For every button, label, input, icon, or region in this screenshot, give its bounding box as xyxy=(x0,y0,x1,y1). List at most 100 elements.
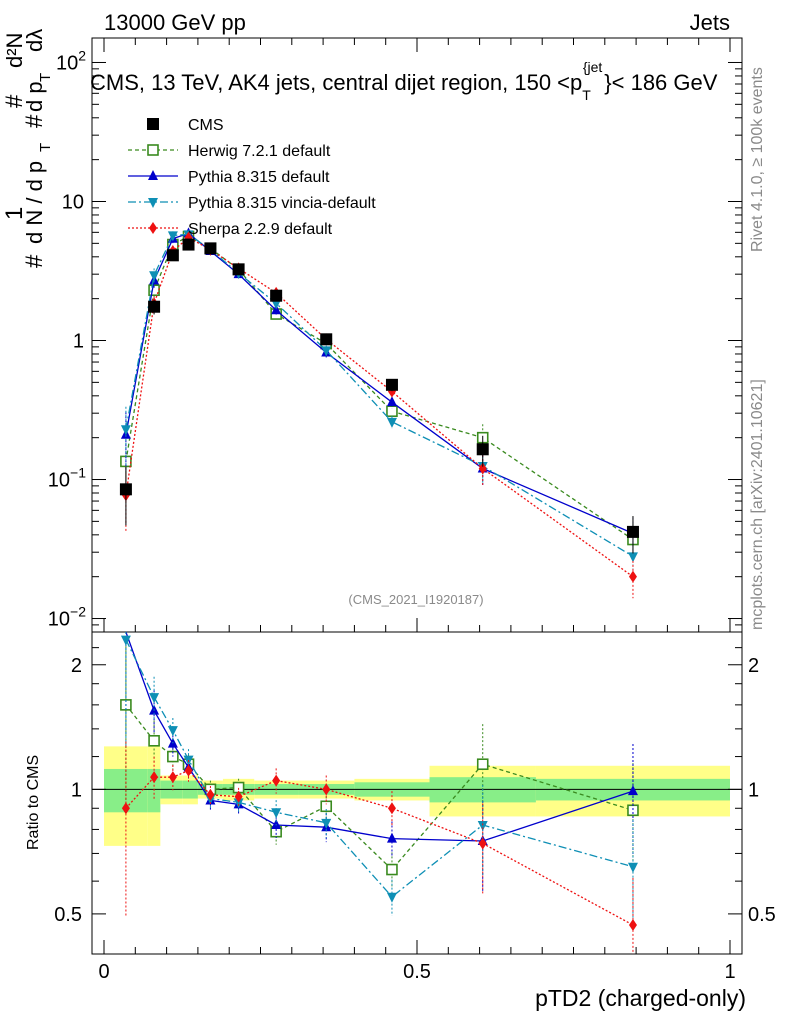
svg-text:d N / d p: d N / d p xyxy=(22,161,47,244)
ratio-series-4 xyxy=(121,741,637,954)
legend-item: Pythia 8.315 default xyxy=(128,169,330,186)
data-point xyxy=(628,570,637,583)
data-point xyxy=(627,552,638,563)
data-point xyxy=(147,118,159,130)
x-tick-label: 0.5 xyxy=(403,961,431,983)
data-point xyxy=(320,333,333,346)
x-tick-label: 1 xyxy=(724,961,735,983)
svg-text:d²N: d²N xyxy=(2,33,27,68)
data-point xyxy=(149,222,157,234)
data-point xyxy=(627,862,638,873)
data-point xyxy=(321,346,332,357)
ratio-y-label: Ratio to CMS xyxy=(25,755,42,850)
series-4 xyxy=(121,231,637,599)
data-point xyxy=(271,818,282,829)
data-point xyxy=(120,635,131,646)
y-tick-label: 10 xyxy=(62,191,84,213)
data-point xyxy=(149,693,160,704)
main-series-layer xyxy=(119,227,639,599)
data-point xyxy=(233,798,244,809)
header-left: 13000 GeV pp xyxy=(104,10,246,35)
series-line xyxy=(125,233,634,557)
data-point xyxy=(149,271,160,282)
data-point xyxy=(184,764,193,777)
legend-label: CMS xyxy=(188,117,224,134)
rivet-label: Rivet 4.1.0, ≥ 100k events xyxy=(749,67,766,252)
svg-text:d p: d p xyxy=(22,81,47,112)
data-point xyxy=(147,144,159,156)
y-axis-label: # d N / d p T 1 # d p T # d²N dλ xyxy=(1,29,54,268)
svg-text:T: T xyxy=(37,73,54,82)
svg-text:#: # xyxy=(1,94,28,108)
data-point xyxy=(478,837,487,850)
x-tick-label: 0 xyxy=(98,961,109,983)
ratio-uncertainty-bands xyxy=(104,746,730,846)
data-point xyxy=(234,790,243,803)
series-line xyxy=(125,235,634,541)
data-point xyxy=(232,263,245,276)
series-1 xyxy=(120,230,639,562)
ratio-series-layer xyxy=(120,631,639,954)
data-point xyxy=(386,832,397,843)
ratio-tick-label-right: 0.5 xyxy=(748,904,776,926)
legend-item: CMS xyxy=(147,117,224,134)
data-point xyxy=(476,443,489,456)
ratio-tick-label: 0.5 xyxy=(54,904,82,926)
data-point xyxy=(386,863,398,876)
data-point xyxy=(148,198,158,208)
data-point xyxy=(386,405,398,418)
data-point xyxy=(120,425,131,436)
data-point xyxy=(387,802,396,815)
data-point xyxy=(321,818,332,829)
data-point xyxy=(476,758,489,771)
legend-label: Herwig 7.2.1 default xyxy=(188,143,331,160)
data-point xyxy=(206,788,215,801)
y-tick-label: 1 xyxy=(73,331,84,353)
series-0 xyxy=(119,238,639,554)
data-point xyxy=(270,289,283,302)
series-2 xyxy=(120,227,638,555)
data-point xyxy=(166,249,179,262)
data-point xyxy=(148,735,160,747)
data-point xyxy=(167,231,178,242)
data-point xyxy=(150,771,159,784)
legend-label: Pythia 8.315 vincia-default xyxy=(188,195,376,212)
data-point xyxy=(271,299,282,310)
ratio-tick-label: 1 xyxy=(71,779,82,801)
svg-text:dλ: dλ xyxy=(22,29,47,52)
data-point xyxy=(477,820,488,831)
data-point xyxy=(627,785,638,796)
data-point xyxy=(386,892,397,903)
y-tick-label: 102 xyxy=(56,47,86,74)
ratio-tick-label-right: 1 xyxy=(748,779,759,801)
plot-title: CMS, 13 TeV, AK4 jets, central dijet reg… xyxy=(90,59,718,103)
axes: 0 0.5 1 102 10 1 10−1 10−2 2 2 1 1 0.5 0.5 xyxy=(48,38,776,983)
data-point xyxy=(182,238,195,251)
ratio-series-1 xyxy=(120,638,639,889)
data-point xyxy=(628,919,637,932)
analysis-label: (CMS_2021_I1920187) xyxy=(348,592,483,607)
svg-text:#: # xyxy=(21,114,48,128)
data-point xyxy=(148,170,158,180)
data-point xyxy=(121,802,130,815)
data-point xyxy=(119,483,132,496)
svg-text:1: 1 xyxy=(1,207,28,220)
data-point xyxy=(386,396,397,407)
legend-item: Herwig 7.2.1 default xyxy=(128,143,331,160)
data-point xyxy=(272,774,281,787)
data-point xyxy=(386,417,397,428)
ratio-series-2 xyxy=(125,631,638,893)
y-tick-label: 10−1 xyxy=(48,465,86,492)
mcplots-label: mcplots.cern.ch [arXiv:2401.10621] xyxy=(749,379,766,630)
x-axis-label: pTD2 (charged-only) xyxy=(535,985,746,1011)
data-point xyxy=(385,378,398,391)
legend-label: Sherpa 2.2.9 default xyxy=(188,221,333,238)
series-3 xyxy=(120,230,638,578)
legend-label: Pythia 8.315 default xyxy=(188,169,330,186)
data-point xyxy=(322,783,331,796)
y-tick-label: 10−2 xyxy=(48,604,86,631)
data-point xyxy=(478,462,487,475)
legend-item: Sherpa 2.2.9 default xyxy=(128,221,333,238)
header-right: Jets xyxy=(690,10,730,35)
